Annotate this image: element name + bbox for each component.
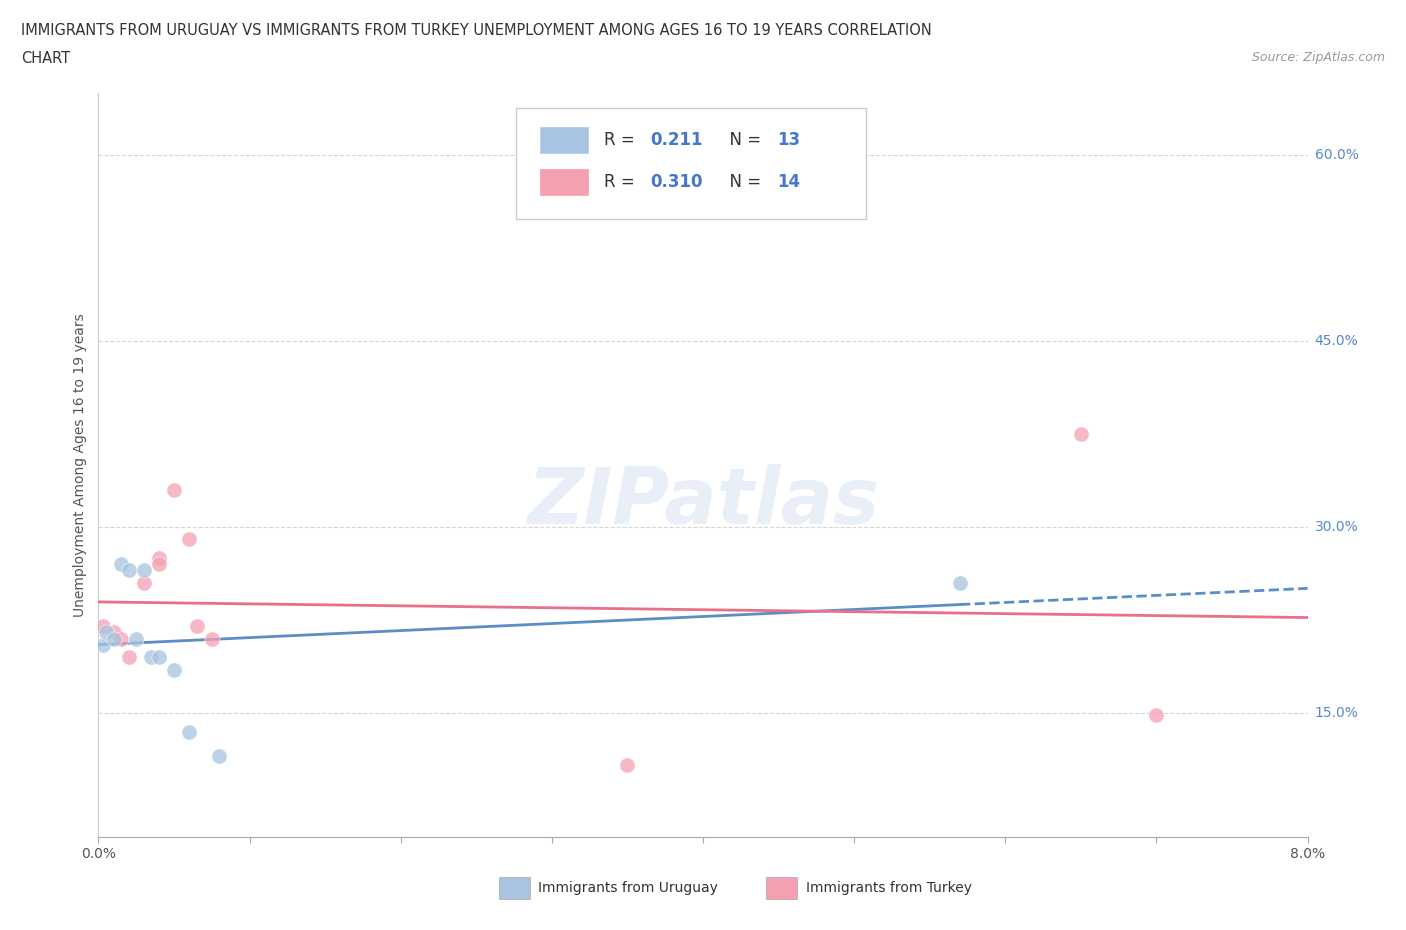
- Bar: [499, 877, 530, 899]
- Text: ZIPatlas: ZIPatlas: [527, 464, 879, 540]
- Point: [103, 625, 125, 640]
- Point: [201, 631, 224, 646]
- Point: [141, 650, 163, 665]
- Point: [132, 563, 155, 578]
- Point: [110, 631, 132, 646]
- Point: [148, 650, 170, 665]
- Point: [91, 637, 114, 652]
- Text: 0.310: 0.310: [650, 173, 702, 192]
- Point: [1144, 708, 1167, 723]
- Point: [616, 758, 638, 773]
- Point: [186, 618, 208, 633]
- Point: [94, 625, 117, 640]
- Point: [103, 631, 125, 646]
- Point: [179, 724, 201, 739]
- Text: 45.0%: 45.0%: [1315, 334, 1358, 348]
- Text: 13: 13: [776, 131, 800, 149]
- Point: [148, 557, 170, 572]
- Point: [118, 563, 141, 578]
- Point: [1070, 427, 1092, 442]
- Point: [179, 532, 201, 547]
- Point: [163, 662, 186, 677]
- Point: [110, 557, 132, 572]
- Point: [949, 576, 972, 591]
- Text: N =: N =: [718, 131, 766, 149]
- Text: 14: 14: [776, 173, 800, 192]
- Text: 15.0%: 15.0%: [1315, 706, 1358, 720]
- Bar: [540, 169, 588, 195]
- Text: 30.0%: 30.0%: [1315, 520, 1358, 534]
- Y-axis label: Unemployment Among Ages 16 to 19 years: Unemployment Among Ages 16 to 19 years: [73, 313, 87, 617]
- Point: [125, 631, 148, 646]
- Text: Immigrants from Uruguay: Immigrants from Uruguay: [538, 881, 718, 896]
- Text: 0.211: 0.211: [650, 131, 702, 149]
- Bar: [766, 877, 797, 899]
- Text: Source: ZipAtlas.com: Source: ZipAtlas.com: [1251, 51, 1385, 64]
- Point: [163, 483, 186, 498]
- Text: IMMIGRANTS FROM URUGUAY VS IMMIGRANTS FROM TURKEY UNEMPLOYMENT AMONG AGES 16 TO : IMMIGRANTS FROM URUGUAY VS IMMIGRANTS FR…: [21, 23, 932, 38]
- Point: [208, 749, 231, 764]
- Point: [91, 618, 114, 633]
- Text: R =: R =: [603, 173, 640, 192]
- Text: R =: R =: [603, 131, 640, 149]
- Text: N =: N =: [718, 173, 766, 192]
- Bar: [540, 126, 588, 153]
- Text: CHART: CHART: [21, 51, 70, 66]
- Point: [118, 650, 141, 665]
- Text: 60.0%: 60.0%: [1315, 148, 1358, 162]
- FancyBboxPatch shape: [516, 108, 866, 219]
- Text: Immigrants from Turkey: Immigrants from Turkey: [806, 881, 972, 896]
- Point: [148, 551, 170, 565]
- Point: [132, 576, 155, 591]
